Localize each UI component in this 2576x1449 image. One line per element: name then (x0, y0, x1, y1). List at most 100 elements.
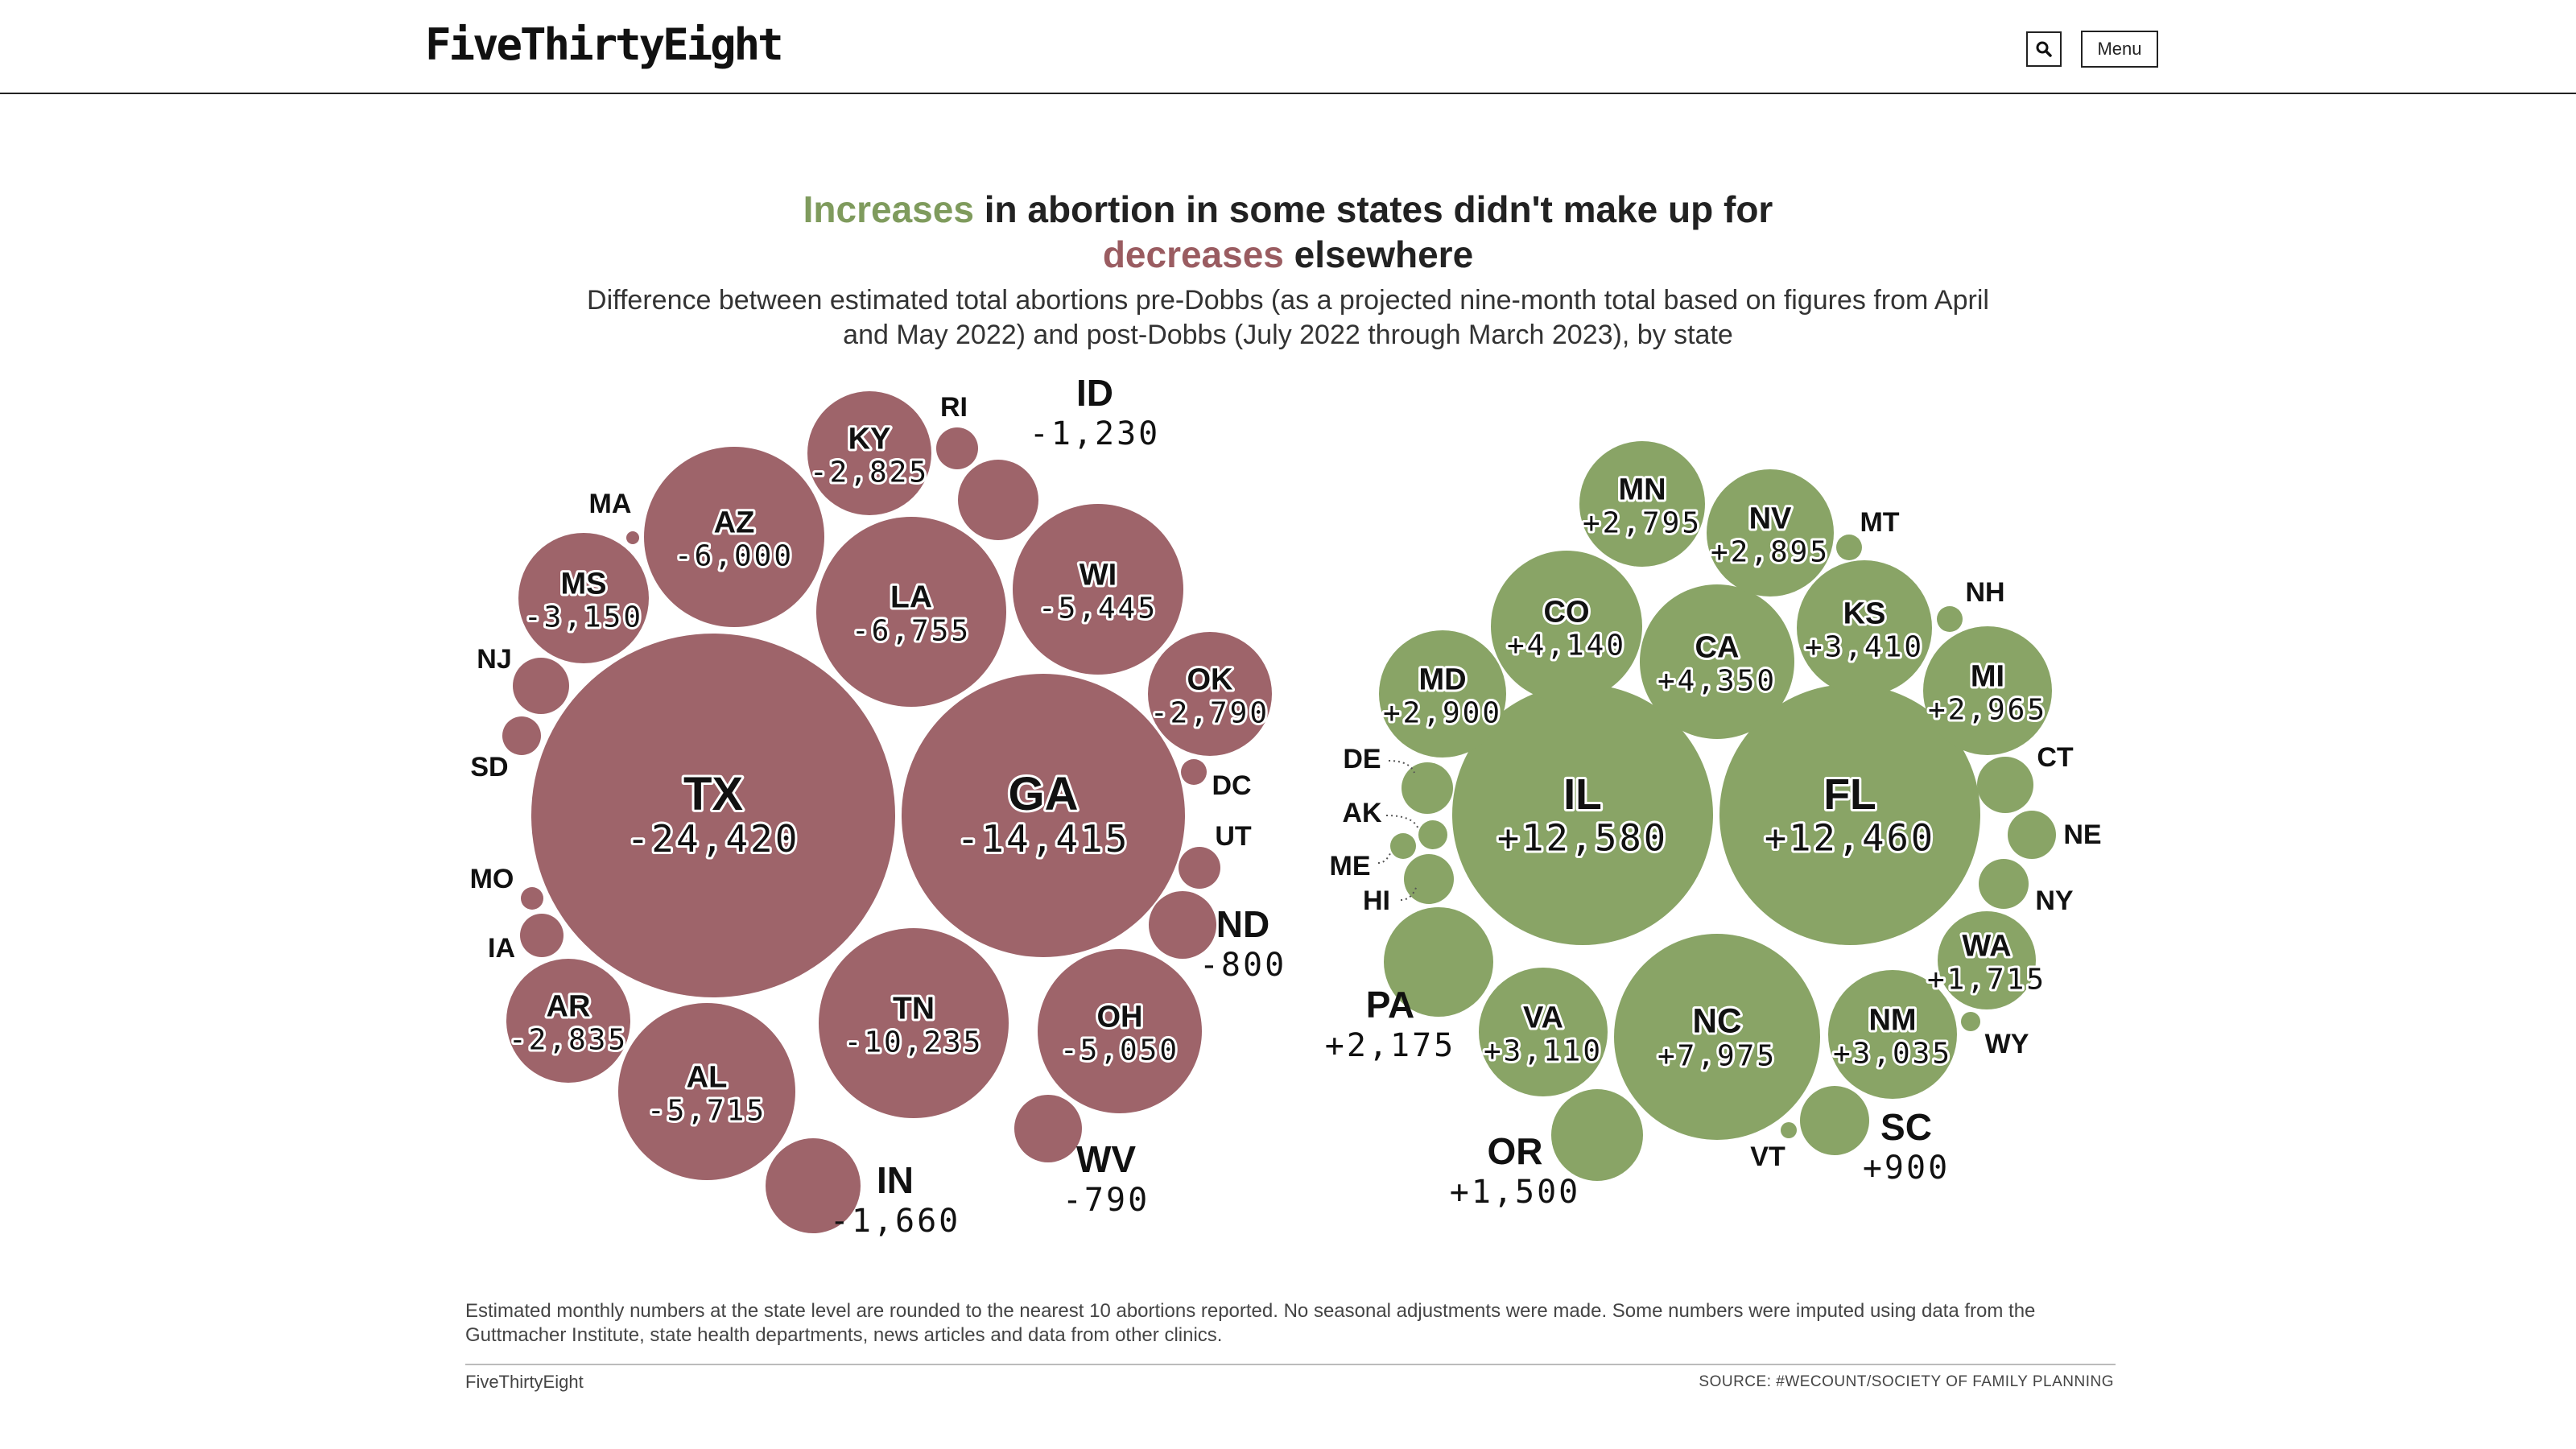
state-label-sd: SD (470, 752, 508, 782)
value-label-tx: -24,420 (627, 817, 800, 861)
state-label-dc: DC (1212, 770, 1251, 801)
bubble-in (766, 1138, 861, 1233)
bubble-ky (807, 391, 931, 515)
bubble-la (816, 517, 1006, 707)
state-label-ga: GA (1009, 768, 1079, 820)
value-label-il: +12,580 (1497, 816, 1668, 859)
menu-button[interactable]: Menu (2081, 31, 2158, 68)
state-label-ma: MA (589, 489, 632, 519)
state-label-ok: OK (1187, 663, 1234, 697)
value-label-la: -6,755 (852, 614, 971, 647)
bubble-sc (1800, 1086, 1869, 1155)
search-icon (2036, 41, 2052, 57)
value-label-co: +4,140 (1507, 629, 1626, 662)
state-label-nv: NV (1749, 502, 1792, 536)
footnote: Estimated monthly numbers at the state l… (465, 1300, 2036, 1346)
value-label-ms: -3,150 (524, 601, 643, 634)
state-label-me: ME (1330, 851, 1371, 881)
state-label-ne: NE (2063, 819, 2101, 850)
state-label-mi: MI (1971, 660, 2004, 694)
state-label-il: IL (1563, 771, 1602, 819)
state-label-co: CO (1544, 596, 1590, 630)
state-label-ar: AR (547, 990, 591, 1024)
bubble-ok (1148, 632, 1272, 756)
leader-line (1400, 885, 1418, 901)
bubble-ak (1418, 820, 1447, 849)
bubble-vt (1781, 1122, 1797, 1138)
value-label-nv: +2,895 (1711, 535, 1830, 568)
state-label-wy: WY (1985, 1029, 2029, 1059)
state-label-fl: FL (1823, 771, 1876, 819)
state-label-az: AZ (714, 506, 755, 540)
bubble-ca (1640, 584, 1794, 739)
chart-title: Increases in abortion in some states did… (483, 187, 2093, 277)
bubble-mt (1836, 535, 1862, 560)
value-label-ca: +4,350 (1657, 664, 1777, 697)
value-label-wa: +1,715 (1927, 963, 2046, 996)
state-label-tn: TN (893, 992, 935, 1026)
state-label-nj: NJ (477, 644, 511, 675)
value-label-ok: -2,790 (1150, 696, 1269, 729)
bubble-nh (1937, 606, 1963, 632)
state-label-hi: HI (1363, 886, 1390, 916)
bubble-ny (1979, 859, 2029, 909)
value-label-nm: +3,035 (1833, 1037, 1952, 1070)
title-middle: in abortion in some states didn't make u… (973, 188, 1773, 230)
search-button[interactable] (2026, 31, 2062, 67)
state-label-mn: MN (1618, 473, 1666, 507)
state-label-ut: UT (1215, 821, 1252, 852)
state-label-or: OR (1488, 1130, 1543, 1172)
bubble-id (958, 460, 1038, 540)
title-increases: Increases (803, 188, 974, 230)
value-label-wv: -790 (1063, 1182, 1150, 1219)
value-label-in: -1,660 (830, 1203, 961, 1240)
state-label-pa: PA (1366, 984, 1415, 1026)
bubble-or (1551, 1089, 1643, 1181)
bubble-nj (513, 658, 569, 714)
bubble-tx (531, 634, 895, 997)
chart-subtitle: Difference between estimated total abort… (587, 285, 1989, 350)
state-label-wi: WI (1080, 559, 1117, 592)
state-label-oh: OH (1097, 1001, 1143, 1034)
footer-brand: FiveThirtyEight (465, 1372, 584, 1392)
bubble-wi (1013, 504, 1183, 675)
state-label-de: DE (1343, 744, 1381, 774)
value-label-md: +2,900 (1383, 696, 1502, 729)
state-label-ca: CA (1695, 631, 1740, 665)
site-logo[interactable]: FiveThirtyEight (425, 19, 784, 70)
title-decreases: decreases (1102, 233, 1284, 275)
bubble-ks (1797, 560, 1932, 696)
state-label-ri: RI (940, 392, 968, 423)
value-label-ar: -2,835 (509, 1023, 628, 1056)
value-label-oh: -5,050 (1060, 1034, 1179, 1067)
state-label-mt: MT (1860, 507, 1899, 538)
bubble-dc (1181, 759, 1207, 785)
state-label-nc: NC (1692, 1002, 1741, 1040)
title-end: elsewhere (1283, 233, 1474, 275)
leader-line (1377, 851, 1392, 864)
bubble-me (1390, 833, 1416, 859)
state-label-tx: TX (683, 768, 743, 820)
bubble-ia (520, 914, 564, 957)
leader-line (1385, 815, 1419, 830)
bubble-ar (506, 959, 630, 1083)
bubble-va (1479, 968, 1608, 1096)
value-label-nd: -800 (1199, 947, 1286, 984)
bubble-ne (2008, 811, 2056, 859)
bubble-nd (1149, 891, 1216, 959)
value-label-mi: +2,965 (1928, 693, 2047, 726)
state-label-vt: VT (1750, 1141, 1785, 1172)
state-label-ny: NY (2035, 886, 2074, 916)
bubble-oh (1038, 949, 1202, 1113)
bubble-al (618, 1003, 795, 1180)
state-label-al: AL (687, 1061, 728, 1095)
series-increases: IL+12,580 FL+12,460 NC+7,975 CA+4,350 CO+4,1… (1325, 441, 2102, 1211)
value-label-al: -5,715 (647, 1094, 766, 1127)
value-label-ks: +3,410 (1805, 630, 1924, 663)
footer-divider (465, 1364, 2116, 1365)
source-credit: SOURCE: #WECOUNT/SOCIETY OF FAMILY PLANN… (1699, 1373, 2114, 1390)
value-label-mn: +2,795 (1583, 506, 1702, 539)
state-label-ks: KS (1843, 597, 1886, 631)
bubble-wv (1014, 1095, 1082, 1162)
bubble-fl (1719, 684, 1980, 945)
